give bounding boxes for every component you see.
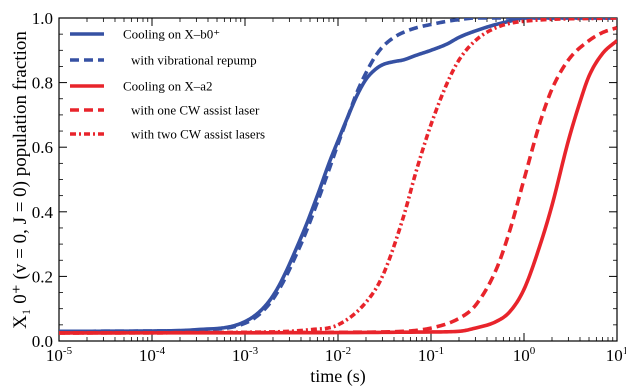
x-axis-label: time (s)	[310, 366, 366, 387]
series-line-1	[59, 18, 617, 334]
x-tick-label: 10-1	[418, 345, 444, 365]
x-tick-label: 10-5	[46, 345, 73, 365]
x-tick-label: 100	[513, 345, 536, 365]
y-tick-label: 0.8	[32, 74, 53, 93]
series-line-3	[59, 39, 617, 335]
y-tick-label: 0.2	[32, 267, 53, 286]
legend-label: Cooling on X–a2	[123, 79, 213, 94]
y-axis-label: X₁ 0⁺ (v = 0, J = 0) population fraction	[10, 31, 31, 329]
y-tick-label: 0.0	[32, 332, 53, 351]
y-tick-label: 0.4	[32, 203, 54, 222]
series-line-4	[59, 25, 617, 335]
y-axis-ticks: 0.0 0.2 0.4 0.6 0.8 1.0	[32, 9, 617, 351]
x-tick-label: 10-4	[139, 345, 166, 365]
series-line-2	[59, 18, 617, 334]
legend-label: with one CW assist laser	[131, 103, 260, 118]
legend: Cooling on X–b0⁺ with vibrational repump C…	[70, 27, 265, 142]
legend-label: with vibrational repump	[131, 53, 257, 68]
x-axis-ticks: 10-5 10-4 10-3 10-2 10-1 100 101	[46, 18, 626, 365]
legend-label: with two CW assist lasers	[131, 127, 265, 142]
series-layer	[59, 18, 617, 335]
x-tick-label: 10-3	[232, 345, 259, 365]
y-tick-label: 0.6	[32, 138, 53, 157]
x-tick-label: 101	[606, 345, 626, 365]
legend-label: Cooling on X–b0⁺	[123, 27, 220, 42]
y-tick-label: 1.0	[32, 9, 53, 28]
x-tick-label: 10-2	[325, 345, 351, 365]
series-line-5	[59, 18, 617, 335]
